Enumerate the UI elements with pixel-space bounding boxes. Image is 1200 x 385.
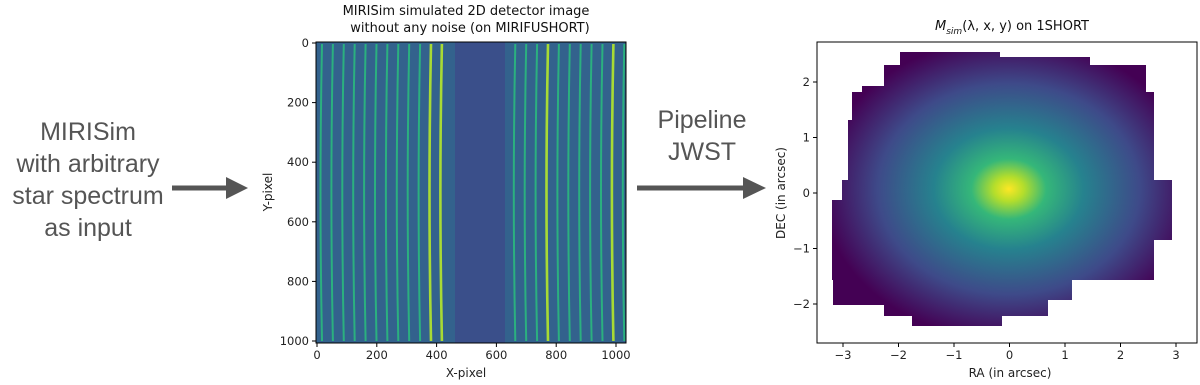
detector-stripes: [319, 42, 626, 343]
y-tick-label: −1: [793, 242, 810, 256]
input-text: MIRISim with arbitrary star spectrum as …: [12, 118, 163, 242]
x-tick-label: 3: [1172, 348, 1179, 362]
x-tick-label: 400: [426, 348, 448, 362]
stripe: [621, 43, 626, 342]
stripe: [363, 43, 367, 342]
stripe: [417, 43, 422, 342]
stripe: [384, 43, 389, 342]
plot-title: Msim(λ, x, y) on 1SHORT: [935, 19, 1089, 37]
stripe: [578, 43, 582, 342]
stripe: [439, 43, 444, 342]
y-tick-label: 800: [287, 274, 309, 288]
x-tick-label: 600: [485, 348, 507, 362]
detector-plot: MIRISim simulated 2D detector image with…: [261, 4, 631, 380]
x-tick-label: −2: [890, 348, 907, 362]
title-part: sim: [946, 27, 962, 37]
y-tick-label: 1000: [280, 334, 309, 348]
pipeline-text: Pipeline JWST: [658, 106, 747, 166]
stripe: [374, 43, 378, 342]
y-tick-label: 200: [287, 96, 309, 110]
stripe: [523, 43, 528, 342]
ticks: 0 200 400 600 800 1000 0 200 400 600 800 1000: [280, 36, 631, 362]
stripe: [428, 43, 433, 342]
x-tick-label: 1000: [601, 348, 630, 362]
cube-image: [832, 52, 1172, 326]
title-part: M: [935, 19, 946, 34]
axes-frame: [315, 41, 627, 344]
y-tick-label: −2: [793, 297, 810, 311]
stripe: [589, 43, 593, 342]
arrow: [172, 177, 248, 199]
y-tick-label: 0: [803, 186, 810, 200]
input-line: star spectrum: [12, 182, 163, 210]
x-tick-label: −1: [946, 348, 963, 362]
input-line: with arbitrary: [15, 150, 160, 178]
x-tick-label: 1: [1061, 348, 1068, 362]
cube-plot: Msim(λ, x, y) on 1SHORT −3 −2 −1 0 1 2 3210−1−…: [774, 19, 1198, 380]
x-tick-label: 2: [1117, 348, 1124, 362]
plot-title: without any noise (on MIRIFUSHORT): [350, 21, 589, 36]
stripe: [512, 43, 517, 342]
x-tick-label: 0: [313, 348, 320, 362]
pipeline-line: JWST: [668, 138, 736, 166]
stripe: [352, 43, 356, 342]
title-part: (λ, x, y) on 1SHORT: [962, 19, 1089, 34]
input-line: MIRISim: [40, 118, 136, 146]
y-label: Y-pixel: [261, 173, 275, 213]
y-tick-label: 1: [803, 131, 810, 145]
x-tick-label: −3: [835, 348, 852, 362]
stripe: [534, 43, 539, 342]
stripe: [556, 43, 560, 342]
stripe: [395, 43, 400, 342]
arrow: [637, 177, 766, 199]
stripe: [319, 43, 323, 342]
stripe: [567, 43, 571, 342]
x-label: RA (in arcsec): [969, 366, 1052, 380]
x-tick-label: 200: [366, 348, 388, 362]
stripe: [406, 43, 411, 342]
stripe: [545, 43, 550, 342]
y-tick-label: 600: [287, 215, 309, 229]
x-label: X-pixel: [446, 366, 486, 380]
dark-band: [455, 42, 505, 343]
x-tick-label: 800: [545, 348, 567, 362]
y-tick-label: 400: [287, 155, 309, 169]
y-label: DEC (in arcsec): [774, 147, 788, 239]
stripe: [610, 43, 615, 342]
stripe: [330, 43, 334, 342]
x-tick-label: 0: [1006, 348, 1013, 362]
y-tick-label: 0: [302, 36, 309, 50]
input-line: as input: [44, 214, 132, 242]
stripe: [600, 43, 604, 342]
stripe: [341, 43, 345, 342]
pipeline-line: Pipeline: [658, 106, 747, 134]
y-tick-label: 2: [803, 75, 810, 89]
plot-title: MIRISim simulated 2D detector image: [343, 4, 590, 19]
ticks: −3 −2 −1 0 1 2 3 2 1 0 −1 −2: [793, 75, 1180, 362]
